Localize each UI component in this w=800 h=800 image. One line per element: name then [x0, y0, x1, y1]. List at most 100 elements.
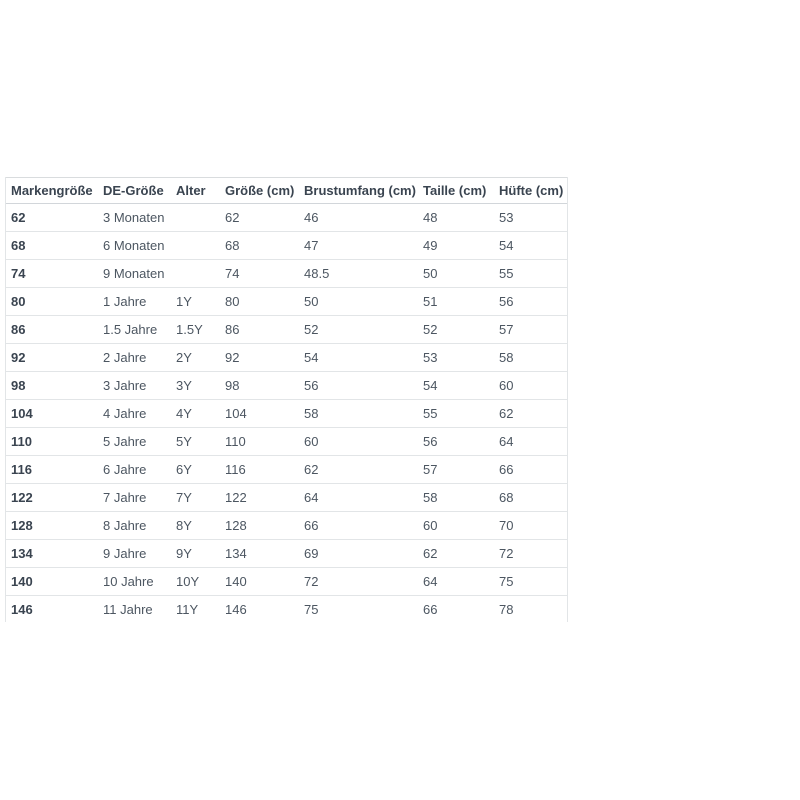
- brand-size-cell: 128: [6, 511, 98, 540]
- value-cell: 49: [418, 231, 494, 260]
- value-cell: 52: [299, 315, 418, 344]
- value-cell: 116: [220, 455, 299, 484]
- table-row: 110 5 Jahre 5Y 110 60 56 64: [6, 427, 567, 456]
- brand-size-cell: 68: [6, 231, 98, 260]
- value-cell: 60: [418, 511, 494, 540]
- table-row: 134 9 Jahre 9Y 134 69 62 72: [6, 539, 567, 568]
- value-cell: 62: [494, 399, 567, 428]
- value-cell: 104: [220, 399, 299, 428]
- value-cell: 1.5Y: [171, 315, 220, 344]
- value-cell: 46: [299, 203, 418, 232]
- value-cell: 62: [299, 455, 418, 484]
- value-cell: 7Y: [171, 483, 220, 512]
- value-cell: 56: [299, 371, 418, 400]
- value-cell: 58: [494, 343, 567, 372]
- table-row: 62 3 Monaten 62 46 48 53: [6, 203, 567, 232]
- value-cell: 140: [220, 567, 299, 596]
- value-cell: 64: [418, 567, 494, 596]
- value-cell: 62: [220, 203, 299, 232]
- value-cell: 3 Monaten: [98, 203, 171, 232]
- value-cell: 64: [494, 427, 567, 456]
- value-cell: 92: [220, 343, 299, 372]
- value-cell: 56: [494, 287, 567, 316]
- value-cell: [171, 259, 220, 288]
- table-row: 146 11 Jahre 11Y 146 75 66 78: [6, 596, 567, 623]
- value-cell: 52: [418, 315, 494, 344]
- value-cell: [171, 231, 220, 260]
- value-cell: 51: [418, 287, 494, 316]
- value-cell: 57: [418, 455, 494, 484]
- header-cell: DE-Größe: [98, 177, 171, 204]
- header-cell: Markengröße: [6, 177, 98, 204]
- value-cell: 62: [418, 539, 494, 568]
- value-cell: 69: [299, 539, 418, 568]
- value-cell: 55: [494, 259, 567, 288]
- value-cell: 54: [494, 231, 567, 260]
- value-cell: 47: [299, 231, 418, 260]
- header-cell: Taille (cm): [418, 177, 494, 204]
- value-cell: 122: [220, 483, 299, 512]
- value-cell: 8 Jahre: [98, 511, 171, 540]
- value-cell: 2Y: [171, 343, 220, 372]
- value-cell: 7 Jahre: [98, 483, 171, 512]
- value-cell: 9 Jahre: [98, 539, 171, 568]
- value-cell: 57: [494, 315, 567, 344]
- value-cell: 11Y: [176, 602, 199, 617]
- value-cell: 68: [220, 231, 299, 260]
- table-row: 74 9 Monaten 74 48.5 50 55: [6, 259, 567, 288]
- value-cell: 60: [299, 427, 418, 456]
- table-header: Markengröße DE-Größe Alter Größe (cm) Brustu…: [6, 177, 567, 204]
- value-cell: 74: [220, 259, 299, 288]
- value-cell: 72: [494, 539, 567, 568]
- brand-size-cell: 146: [11, 602, 33, 617]
- brand-size-cell: 62: [6, 203, 98, 232]
- header-row: Markengröße DE-Größe Alter Größe (cm) Brustu…: [6, 177, 567, 204]
- value-cell: 1Y: [171, 287, 220, 316]
- value-cell: 56: [418, 427, 494, 456]
- value-cell: 11 Jahre: [103, 602, 153, 617]
- value-cell: 4 Jahre: [98, 399, 171, 428]
- value-cell: 75: [304, 602, 319, 617]
- value-cell: 146: [225, 602, 247, 617]
- header-cell: Brustumfang (cm): [299, 177, 418, 204]
- value-cell: 75: [494, 567, 567, 596]
- size-chart-table: Markengröße DE-Größe Alter Größe (cm) Brustu…: [5, 177, 568, 622]
- value-cell: 6 Monaten: [98, 231, 171, 260]
- table-row: 86 1.5 Jahre 1.5Y 86 52 52 57: [6, 315, 567, 344]
- brand-size-cell: 134: [6, 539, 98, 568]
- value-cell: 66: [494, 455, 567, 484]
- value-cell: 55: [418, 399, 494, 428]
- header-cell: Alter: [171, 177, 220, 204]
- value-cell: 5 Jahre: [98, 427, 171, 456]
- value-cell: 1.5 Jahre: [98, 315, 171, 344]
- header-cell: Hüfte (cm): [494, 177, 567, 204]
- value-cell: 4Y: [171, 399, 220, 428]
- value-cell: 98: [220, 371, 299, 400]
- brand-size-cell: 86: [6, 315, 98, 344]
- table-row: 92 2 Jahre 2Y 92 54 53 58: [6, 343, 567, 372]
- value-cell: 78: [499, 602, 514, 617]
- table-row: 116 6 Jahre 6Y 116 62 57 66: [6, 455, 567, 484]
- value-cell: 60: [494, 371, 567, 400]
- brand-size-cell: 122: [6, 483, 98, 512]
- value-cell: 6Y: [171, 455, 220, 484]
- header-cell: Größe (cm): [220, 177, 299, 204]
- table-row: 128 8 Jahre 8Y 128 66 60 70: [6, 511, 567, 540]
- value-cell: 9 Monaten: [98, 259, 171, 288]
- table-row: 140 10 Jahre 10Y 140 72 64 75: [6, 567, 567, 596]
- value-cell: 5Y: [171, 427, 220, 456]
- value-cell: 50: [418, 259, 494, 288]
- value-cell: [171, 203, 220, 232]
- value-cell: 6 Jahre: [98, 455, 171, 484]
- value-cell: 86: [220, 315, 299, 344]
- table-row: 80 1 Jahre 1Y 80 50 51 56: [6, 287, 567, 316]
- size-chart: Markengröße DE-Größe Alter Größe (cm) Brustu…: [6, 177, 567, 622]
- value-cell: 53: [494, 203, 567, 232]
- brand-size-cell: 80: [6, 287, 98, 316]
- table-row: 98 3 Jahre 3Y 98 56 54 60: [6, 371, 567, 400]
- value-cell: 10Y: [171, 567, 220, 596]
- brand-size-cell: 98: [6, 371, 98, 400]
- value-cell: 54: [299, 343, 418, 372]
- value-cell: 58: [418, 483, 494, 512]
- table-body: 62 3 Monaten 62 46 48 53 68 6 Monaten 68 47 49 54 74…: [6, 203, 567, 623]
